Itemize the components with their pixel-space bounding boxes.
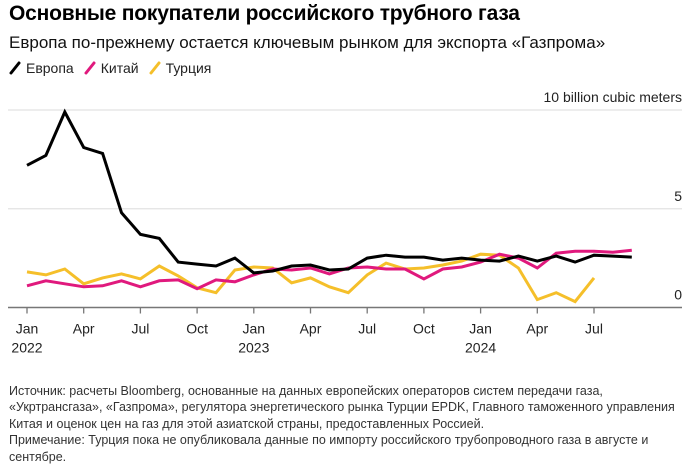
legend-label-europe: Европа (26, 60, 74, 76)
x-tick-label: Jan (16, 321, 39, 337)
legend-label-china: Китай (100, 60, 139, 76)
series-line-china (26, 248, 632, 291)
x-tick-label: Jan (243, 321, 266, 337)
series-lines (26, 108, 632, 304)
chart-subtitle: Европа по-прежнему остается ключевым рын… (9, 33, 606, 52)
legend-label-turkey: Турция (165, 60, 212, 76)
y-tick-label: 10 billion cubic meters (543, 89, 682, 105)
footnote: Источник: расчеты Bloomberg, основанные … (9, 383, 689, 465)
legend: Европа Китай Турция (9, 60, 211, 76)
grid-lines (8, 109, 682, 210)
x-tick-year-label: 2022 (11, 340, 42, 356)
slash-swatch-icon (9, 61, 21, 75)
x-axis: Jan 2022 Apr Jul Oct Jan 2023 Apr Jul Oct Jan 2024 A… (8, 306, 682, 356)
remark-note: Примечание: Турция пока не опубликовала … (9, 433, 649, 464)
source-note: Источник: расчеты Bloomberg, основанные … (9, 384, 675, 431)
x-tick-year-label: 2023 (238, 340, 269, 356)
series-line-europe (26, 108, 632, 275)
x-tick-label: Oct (186, 321, 208, 337)
slash-swatch-icon (149, 61, 161, 75)
x-tick-label: Jul (585, 321, 603, 337)
x-tick-label: Jul (358, 321, 376, 337)
x-tick-label: Apr (300, 321, 322, 337)
x-tick-label: Apr (73, 321, 95, 337)
x-tick-label: Jan (469, 321, 492, 337)
x-tick-label: Jul (131, 321, 149, 337)
chart-title: Основные покупатели российского трубного… (9, 2, 520, 25)
slash-swatch-icon (84, 61, 96, 75)
line-chart: 0 5 10 billion cubic meters Jan 2022 Apr Jul O… (8, 89, 682, 356)
x-tick-label: Oct (413, 321, 435, 337)
legend-item-turkey: Турция (149, 60, 212, 76)
legend-item-europe: Европа (9, 60, 74, 76)
series-line-turkey (26, 252, 596, 304)
x-tick-year-label: 2024 (465, 340, 496, 356)
y-tick-label: 5 (674, 188, 682, 204)
legend-item-china: Китай (84, 60, 139, 76)
y-tick-label: 0 (674, 287, 682, 303)
x-tick-label: Apr (526, 321, 548, 337)
y-axis-labels: 0 5 10 billion cubic meters (543, 89, 682, 303)
